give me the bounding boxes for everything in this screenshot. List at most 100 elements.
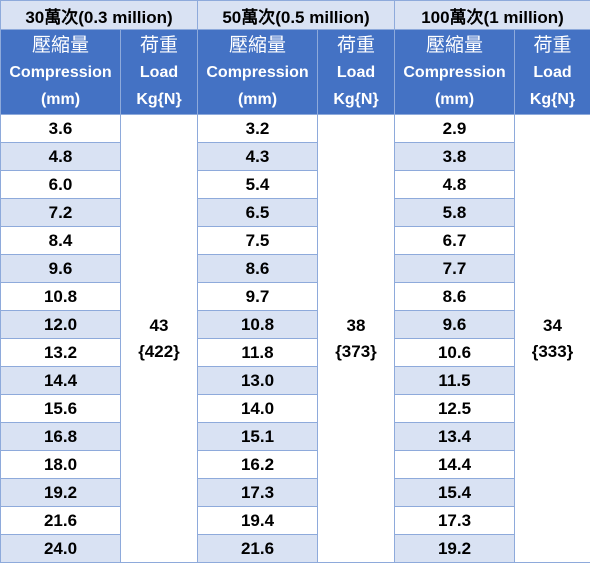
compression-cell: 7.5 xyxy=(197,226,318,255)
compression-header-2: 壓縮量 Compression (mm) xyxy=(394,29,515,115)
compression-cell: 5.4 xyxy=(197,170,318,199)
compression-cell: 10.6 xyxy=(394,338,515,367)
compression-cell: 2.9 xyxy=(394,114,515,143)
load-header-0: 荷重 Load Kg{N} xyxy=(120,29,198,115)
column-header-row: 壓縮量 Compression (mm) 荷重 Load Kg{N} 壓縮量 C… xyxy=(0,29,590,115)
compression-header-cjk: 壓縮量 xyxy=(31,34,89,56)
table-row: 19.2 17.3 15.4 xyxy=(0,478,590,507)
table-row: 24.0 21.6 19.2 xyxy=(0,534,590,563)
group-title-1: 50萬次(0.5 million) xyxy=(197,0,395,30)
compression-cell: 7.7 xyxy=(394,254,515,283)
table-row: 8.4 7.5 6.7 xyxy=(0,226,590,255)
compression-cell: 24.0 xyxy=(0,534,121,563)
load-kg-value: 38 xyxy=(346,315,366,335)
compression-cell: 4.8 xyxy=(0,142,121,171)
table-row: 3.6 43 {422} 3.2 38 {373} 2.9 34 {333} xyxy=(0,114,590,563)
load-cell: 38 {373} xyxy=(317,114,395,563)
load-newton-value: {333} xyxy=(531,341,574,361)
table-row: 16.8 15.1 13.4 xyxy=(0,422,590,451)
table-row: 7.2 6.5 5.8 xyxy=(0,198,590,227)
load-newton-value: {422} xyxy=(138,341,180,361)
compression-cell: 16.2 xyxy=(197,450,318,479)
load-header-en: Load xyxy=(139,63,179,81)
compression-cell: 7.2 xyxy=(0,198,121,227)
compression-header-en: Compression xyxy=(206,63,309,81)
load-header-en: Load xyxy=(336,63,376,81)
compression-header-cjk: 壓縮量 xyxy=(228,34,286,56)
compression-cell: 12.5 xyxy=(394,394,515,423)
compression-cell: 8.4 xyxy=(0,226,121,255)
table-row: 12.0 10.8 9.6 xyxy=(0,310,590,339)
table-row: 6.0 5.4 4.8 xyxy=(0,170,590,199)
compression-cell: 6.5 xyxy=(197,198,318,227)
compression-cell: 3.6 xyxy=(0,114,121,143)
load-header-unit: Kg{N} xyxy=(529,90,576,108)
table-row: 18.0 16.2 14.4 xyxy=(0,450,590,479)
table-row: 4.8 4.3 3.8 xyxy=(0,142,590,171)
compression-header-unit: (mm) xyxy=(40,90,81,108)
compression-cell: 6.0 xyxy=(0,170,121,199)
compression-cell: 19.4 xyxy=(197,506,318,535)
compression-cell: 4.3 xyxy=(197,142,318,171)
compression-cell: 15.4 xyxy=(394,478,515,507)
compression-cell: 19.2 xyxy=(0,478,121,507)
compression-header-cjk: 壓縮量 xyxy=(425,34,483,56)
compression-cell: 8.6 xyxy=(197,254,318,283)
table-row: 10.8 9.7 8.6 xyxy=(0,282,590,311)
group-title-0: 30萬次(0.3 million) xyxy=(0,0,198,30)
compression-cell: 3.2 xyxy=(197,114,318,143)
compression-cell: 8.6 xyxy=(394,282,515,311)
compression-header-unit: (mm) xyxy=(237,90,278,108)
compression-header-0: 壓縮量 Compression (mm) xyxy=(0,29,121,115)
compression-cell: 10.8 xyxy=(197,310,318,339)
compression-cell: 9.7 xyxy=(197,282,318,311)
compression-cell: 9.6 xyxy=(394,310,515,339)
compression-cell: 10.8 xyxy=(0,282,121,311)
table-body: 3.6 43 {422} 3.2 38 {373} 2.9 34 {333} 4.8 4.3 3.8 6… xyxy=(0,114,590,563)
load-header-unit: Kg{N} xyxy=(333,90,379,108)
compression-header-unit: (mm) xyxy=(434,90,475,108)
compression-cell: 14.4 xyxy=(0,366,121,395)
compression-cell: 14.4 xyxy=(394,450,515,479)
load-header-en: Load xyxy=(533,63,572,81)
load-kg-value: 43 xyxy=(149,315,169,335)
load-header-1: 荷重 Load Kg{N} xyxy=(317,29,395,115)
load-kg-value: 34 xyxy=(543,315,562,335)
compression-cell: 6.7 xyxy=(394,226,515,255)
table-row: 13.2 11.8 10.6 xyxy=(0,338,590,367)
compression-cell: 17.3 xyxy=(394,506,515,535)
load-header-unit: Kg{N} xyxy=(136,90,182,108)
load-header-cjk: 荷重 xyxy=(139,34,178,56)
compression-cell: 15.1 xyxy=(197,422,318,451)
compression-cell: 17.3 xyxy=(197,478,318,507)
compression-cell: 13.4 xyxy=(394,422,515,451)
table-row: 21.6 19.4 17.3 xyxy=(0,506,590,535)
compression-cell: 11.8 xyxy=(197,338,318,367)
load-cell: 34 {333} xyxy=(513,114,590,563)
compression-cell: 3.8 xyxy=(394,142,515,171)
compression-cell: 21.6 xyxy=(0,506,121,535)
load-header-cjk: 荷重 xyxy=(336,34,375,56)
compression-cell: 9.6 xyxy=(0,254,121,283)
compression-cell: 5.8 xyxy=(394,198,515,227)
table-row: 14.4 13.0 11.5 xyxy=(0,366,590,395)
group-title-2: 100萬次(1 million) xyxy=(393,0,590,30)
load-newton-value: {373} xyxy=(335,341,377,361)
compression-header-en: Compression xyxy=(403,63,506,81)
load-header-2: 荷重 Load Kg{N} xyxy=(513,29,590,115)
compression-cell: 13.2 xyxy=(0,338,121,367)
compression-cell: 12.0 xyxy=(0,310,121,339)
compression-cell: 11.5 xyxy=(394,366,515,395)
compression-cell: 18.0 xyxy=(0,450,121,479)
compression-header-1: 壓縮量 Compression (mm) xyxy=(197,29,318,115)
group-header-row: 30萬次(0.3 million) 50萬次(0.5 million) 100萬… xyxy=(0,0,590,30)
compression-cell: 16.8 xyxy=(0,422,121,451)
load-cell: 43 {422} xyxy=(120,114,198,563)
compression-cell: 21.6 xyxy=(197,534,318,563)
compression-cell: 4.8 xyxy=(394,170,515,199)
compression-cell: 15.6 xyxy=(0,394,121,423)
table-row: 9.6 8.6 7.7 xyxy=(0,254,590,283)
compression-cell: 19.2 xyxy=(394,534,515,563)
compression-header-en: Compression xyxy=(9,63,112,81)
